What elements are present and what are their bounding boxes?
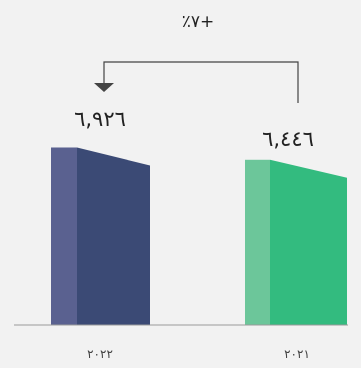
change-arrow-line <box>103 61 299 103</box>
bar-front-1 <box>270 159 347 325</box>
change-arrow-head <box>94 83 114 92</box>
bar-front-0 <box>77 147 150 325</box>
change-label: ٪٧+ <box>182 12 215 32</box>
value-label-2022: ٦,٩٢٦ <box>74 107 126 131</box>
category-label-2022: ٢٠٢٢ <box>87 347 113 361</box>
value-label-2021: ٦,٤٤٦ <box>262 127 314 151</box>
bar-side-0 <box>51 147 77 325</box>
bar-side-1 <box>245 159 270 325</box>
category-label-2021: ٢٠٢١ <box>284 347 310 361</box>
bars-layer <box>51 147 347 325</box>
